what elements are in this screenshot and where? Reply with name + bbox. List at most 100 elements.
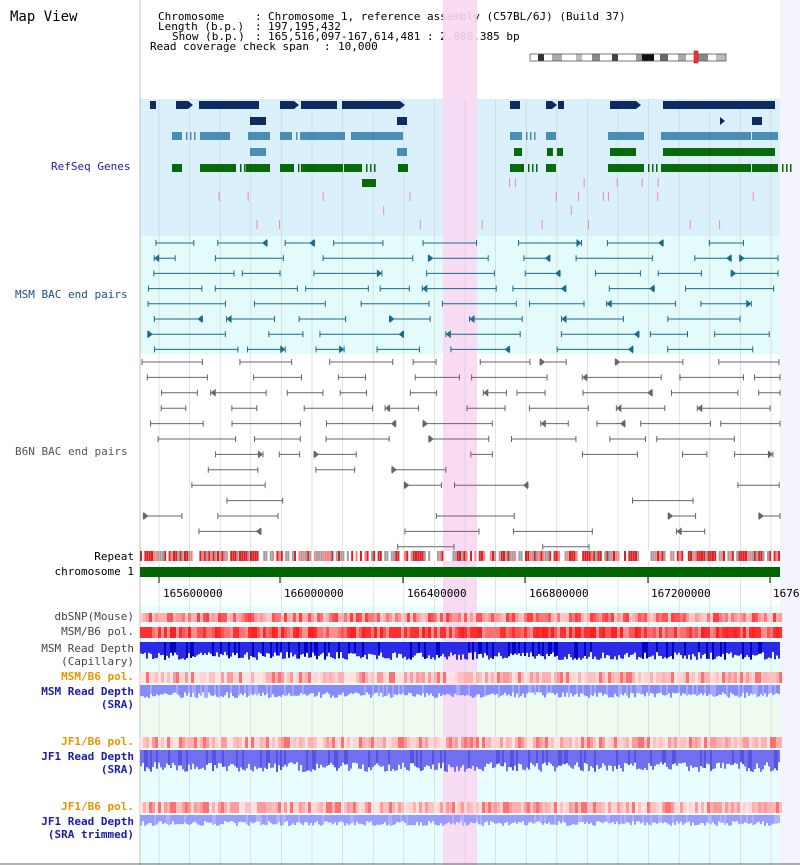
repeat-segment bbox=[588, 551, 591, 561]
repeat-segment bbox=[672, 551, 675, 561]
depth-bar bbox=[626, 815, 628, 823]
depth-bar bbox=[206, 750, 208, 765]
heatmap-cell bbox=[581, 802, 585, 813]
heatmap-cell bbox=[191, 627, 195, 638]
heatmap-cell bbox=[719, 613, 723, 622]
depth-bar bbox=[490, 750, 492, 763]
heatmap-cell bbox=[170, 802, 174, 813]
depth-bar bbox=[248, 685, 250, 696]
gene-arrow bbox=[280, 345, 286, 354]
msm-bac-label[interactable]: MSM BAC end pairs bbox=[15, 288, 128, 301]
depth-bar bbox=[206, 685, 208, 698]
heatmap-cell bbox=[218, 627, 222, 638]
heatmap-cell bbox=[470, 613, 474, 622]
depth-bar bbox=[274, 750, 276, 764]
depth-bar bbox=[166, 750, 168, 764]
depth-bar bbox=[572, 750, 574, 769]
heatmap-cell bbox=[632, 613, 636, 622]
heatmap-cell bbox=[485, 737, 489, 748]
heatmap-cell bbox=[416, 672, 420, 683]
heatmap-cell bbox=[395, 737, 399, 748]
heatmap-cell bbox=[158, 737, 162, 748]
heatmap-cell bbox=[347, 613, 351, 622]
depth-bar bbox=[368, 750, 370, 768]
heatmap-cell bbox=[308, 672, 312, 683]
depth-bar bbox=[508, 642, 510, 657]
depth-bar bbox=[258, 685, 260, 694]
repeat-segment bbox=[668, 551, 670, 561]
depth-bar bbox=[296, 750, 298, 763]
heatmap-cell bbox=[599, 737, 603, 748]
depth-bar bbox=[466, 815, 468, 826]
heatmap-cell bbox=[764, 802, 768, 813]
heatmap-cell bbox=[698, 802, 702, 813]
heatmap-cell bbox=[512, 613, 516, 622]
heatmap-cell bbox=[476, 737, 480, 748]
depth-bar bbox=[308, 642, 310, 658]
heatmap-cell bbox=[614, 737, 618, 748]
depth-bar bbox=[732, 642, 734, 658]
depth-bar bbox=[620, 815, 622, 824]
depth-bar bbox=[162, 750, 164, 770]
heatmap-cell bbox=[173, 672, 177, 683]
depth-bar bbox=[526, 815, 528, 826]
heatmap-cell bbox=[545, 627, 549, 638]
refseq-label[interactable]: RefSeq Genes bbox=[51, 160, 131, 173]
depth-bar bbox=[354, 750, 356, 763]
depth-bar bbox=[726, 750, 728, 764]
heatmap-cell bbox=[533, 627, 537, 638]
depth-bar bbox=[146, 815, 148, 825]
repeat-segment bbox=[443, 551, 446, 561]
heatmap-cell bbox=[284, 627, 288, 638]
b6n-bac-label[interactable]: B6N BAC end pairs bbox=[15, 445, 128, 458]
heatmap-cell bbox=[431, 672, 435, 683]
depth-bar bbox=[762, 815, 764, 822]
depth-bar bbox=[510, 815, 512, 824]
depth-bar bbox=[522, 750, 524, 770]
depth-bar bbox=[196, 750, 198, 767]
depth-bar bbox=[398, 750, 400, 765]
depth-bar bbox=[282, 815, 284, 826]
msm-depth-cap-label2: (Capillary) bbox=[61, 655, 134, 668]
repeat-segment bbox=[263, 551, 266, 561]
repeat-segment bbox=[731, 551, 734, 561]
heatmap-cell bbox=[371, 672, 375, 683]
depth-bar bbox=[406, 750, 408, 770]
depth-bar bbox=[500, 750, 502, 767]
heatmap-cell bbox=[239, 737, 243, 748]
depth-bar bbox=[354, 685, 356, 693]
depth-bar bbox=[580, 815, 582, 822]
depth-bar bbox=[506, 685, 508, 696]
depth-bar bbox=[686, 750, 688, 767]
depth-bar bbox=[328, 815, 330, 823]
heatmap-cell bbox=[167, 672, 171, 683]
repeat-segment bbox=[421, 551, 424, 561]
depth-bar bbox=[220, 685, 222, 696]
ideogram-band bbox=[552, 54, 562, 61]
gene-arrow bbox=[422, 284, 428, 293]
gene-arrow bbox=[726, 254, 732, 263]
repeat-segment bbox=[720, 551, 723, 561]
heatmap-cell bbox=[182, 737, 186, 748]
depth-bar bbox=[672, 750, 674, 765]
repeat-segment bbox=[155, 551, 158, 561]
heatmap-cell bbox=[491, 627, 495, 638]
depth-bar bbox=[612, 750, 614, 772]
depth-bar bbox=[540, 815, 542, 824]
gene-block bbox=[661, 132, 751, 140]
depth-bar bbox=[650, 642, 652, 657]
depth-bar bbox=[422, 750, 424, 771]
depth-bar bbox=[212, 642, 214, 657]
depth-bar bbox=[494, 815, 496, 824]
heatmap-cell bbox=[644, 627, 648, 638]
depth-bar bbox=[200, 815, 202, 826]
depth-bar bbox=[504, 750, 506, 763]
depth-bar bbox=[404, 815, 406, 823]
heatmap-cell bbox=[251, 737, 255, 748]
heatmap-cell bbox=[314, 627, 318, 638]
heatmap-cell bbox=[488, 613, 492, 622]
heatmap-cell bbox=[488, 802, 492, 813]
heatmap-cell bbox=[452, 802, 456, 813]
depth-bar bbox=[146, 750, 148, 768]
